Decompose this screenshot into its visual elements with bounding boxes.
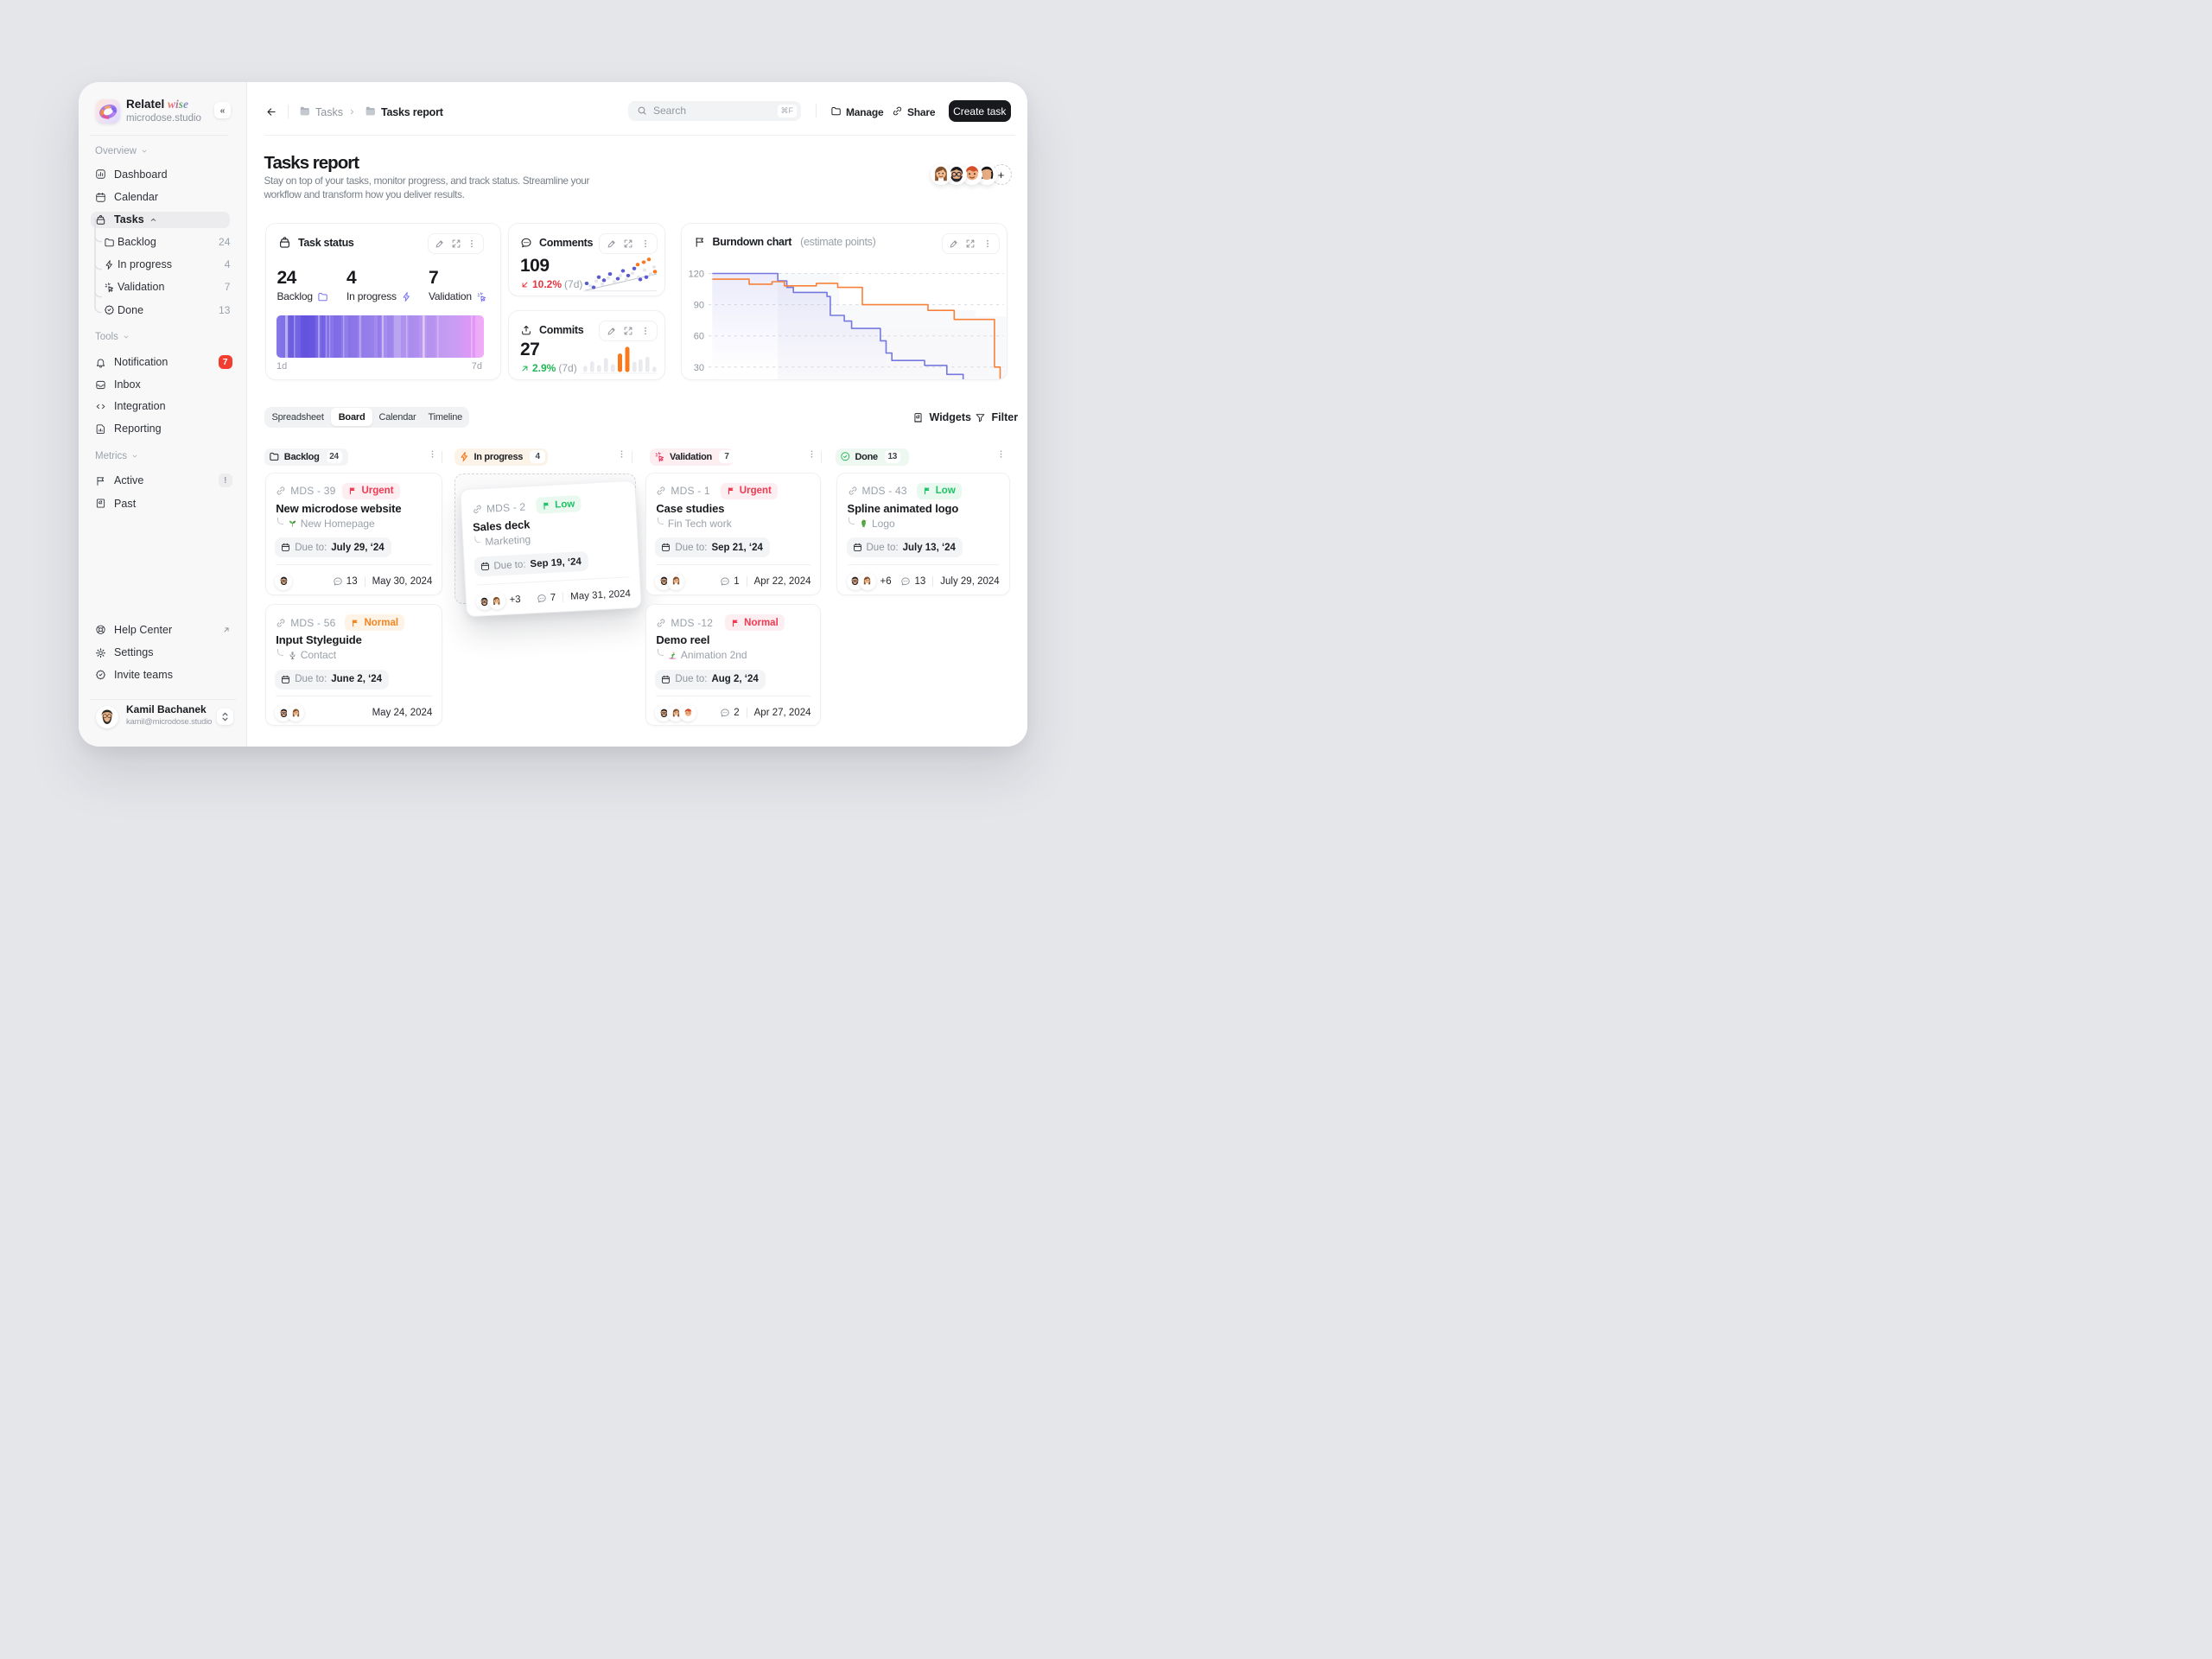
svg-text:60: 60	[693, 332, 703, 342]
svg-text:90: 90	[693, 301, 703, 311]
svg-text:120: 120	[688, 270, 703, 280]
svg-text:30: 30	[693, 363, 703, 373]
